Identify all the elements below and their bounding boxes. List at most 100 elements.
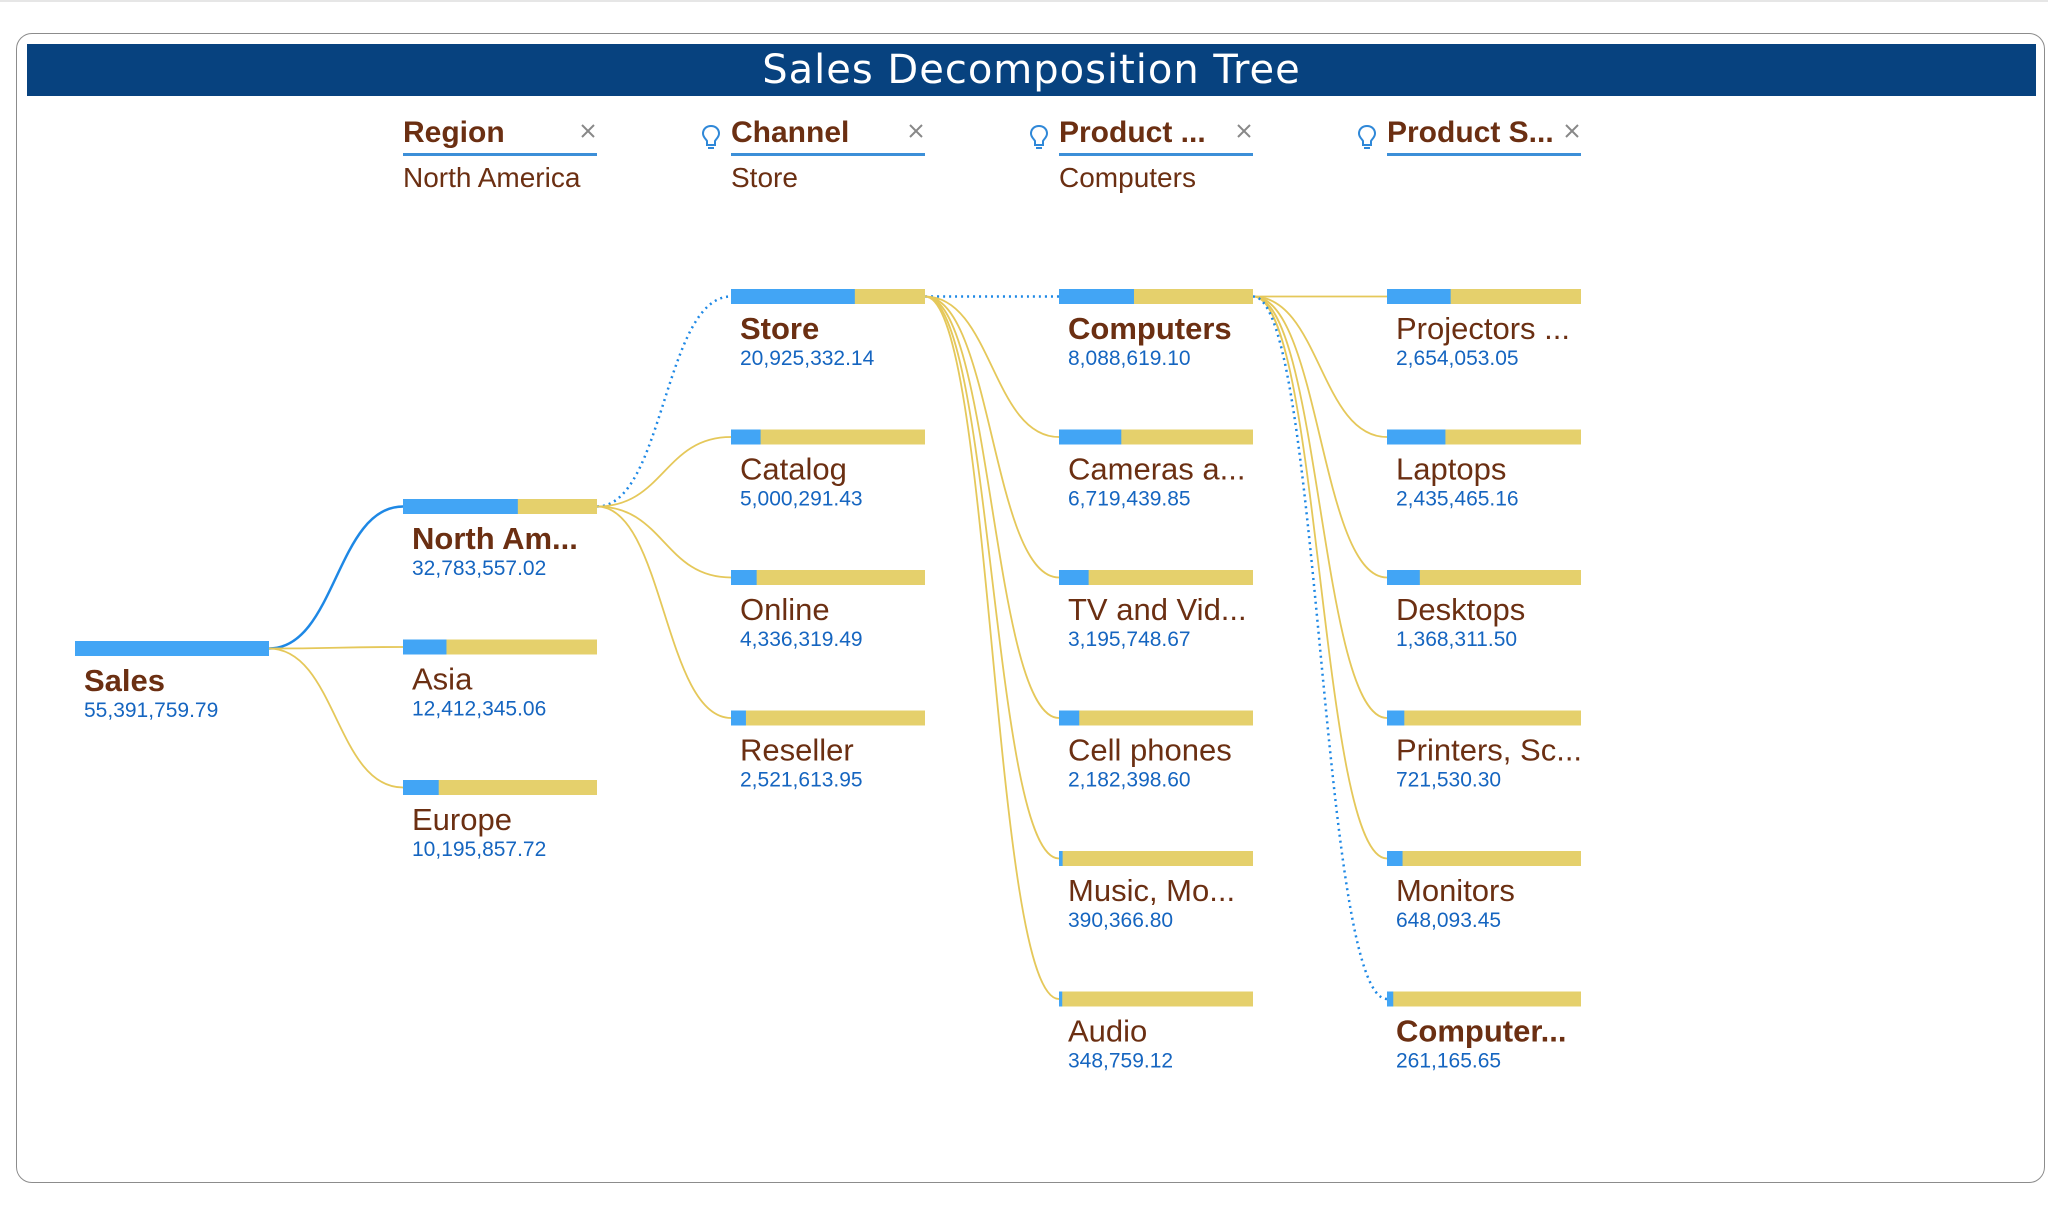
bar-remainder xyxy=(731,570,925,585)
node-value: 721,530.30 xyxy=(1396,769,1501,792)
bar-fill xyxy=(1387,570,1420,585)
node-value: 12,412,345.06 xyxy=(412,698,546,721)
lightbulb-icon xyxy=(701,124,721,149)
node-value: 32,783,557.02 xyxy=(412,557,546,580)
node-label: Store xyxy=(740,311,819,346)
link xyxy=(1252,295,1388,438)
node-label: Computer... xyxy=(1396,1014,1567,1049)
bar-remainder xyxy=(403,780,597,795)
bar-fill xyxy=(403,499,518,514)
column-header-label: Product S... xyxy=(1387,116,1554,149)
node-value: 1,368,311.50 xyxy=(1396,628,1517,651)
node-value: 348,759.12 xyxy=(1068,1050,1173,1073)
column-header-label: Region xyxy=(403,116,505,149)
bar-remainder xyxy=(1387,851,1581,866)
node-2-2[interactable]: TV and Vid...3,195,748.67 xyxy=(1059,570,1253,651)
lightbulb-icon xyxy=(1357,124,1377,149)
bar-fill xyxy=(1387,991,1394,1007)
node-label: Reseller xyxy=(740,733,854,768)
node-label: Sales xyxy=(84,663,165,698)
node-label: Monitors xyxy=(1396,873,1515,908)
node-value: 648,093.45 xyxy=(1396,909,1501,932)
close-icon[interactable] xyxy=(579,122,597,140)
node-value: 3,195,748.67 xyxy=(1068,628,1191,651)
node-value: 10,195,857.72 xyxy=(412,838,546,861)
bar-remainder xyxy=(731,429,925,445)
node-value: 2,435,465.16 xyxy=(1396,488,1519,511)
bar-remainder xyxy=(731,710,925,726)
node-label: Printers, Sc... xyxy=(1396,733,1582,768)
node-value: 2,654,053.05 xyxy=(1396,347,1519,370)
node-3-3[interactable]: Printers, Sc...721,530.30 xyxy=(1387,710,1582,792)
node-value: 2,182,398.60 xyxy=(1068,769,1191,792)
column-header-channel[interactable]: Channel xyxy=(731,112,925,156)
visual-frame xyxy=(16,33,2045,1183)
column-header-product-subcategory[interactable]: Product S... xyxy=(1387,112,1581,156)
node-label: Asia xyxy=(412,662,473,697)
bar-fill xyxy=(1059,851,1063,866)
link xyxy=(924,295,1060,860)
link xyxy=(1252,295,1388,579)
node-label: Desktops xyxy=(1396,592,1525,627)
column-header-underline xyxy=(731,153,925,156)
node-label: Music, Mo... xyxy=(1068,873,1235,908)
column-header-region[interactable]: Region xyxy=(403,112,597,156)
active-link xyxy=(1252,295,1388,1001)
node-label: TV and Vid... xyxy=(1068,592,1247,627)
node-0-0[interactable]: North Am...32,783,557.02 xyxy=(403,499,597,580)
link xyxy=(924,295,1060,579)
bar-fill xyxy=(1059,991,1063,1007)
node-value: 8,088,619.10 xyxy=(1068,347,1191,370)
column-selected-value: Computers xyxy=(1059,162,1196,193)
bar-fill xyxy=(1059,289,1134,304)
node-value: 6,719,439.85 xyxy=(1068,488,1191,511)
bar-fill xyxy=(731,570,757,585)
bar-remainder xyxy=(403,639,597,655)
link xyxy=(924,295,1060,438)
active-link xyxy=(268,505,404,650)
bar-fill xyxy=(1059,710,1080,726)
node-value: 4,336,319.49 xyxy=(740,628,863,651)
bar-fill xyxy=(731,429,761,445)
bar-fill xyxy=(1059,429,1122,445)
node-value: 261,165.65 xyxy=(1396,1050,1501,1073)
bar-remainder xyxy=(1059,991,1253,1007)
bar-remainder xyxy=(1387,570,1581,585)
close-icon[interactable] xyxy=(1235,122,1253,140)
page-top-divider xyxy=(0,0,2048,2)
node-value: 2,521,613.95 xyxy=(740,769,863,792)
column-header-product-category[interactable]: Product ... xyxy=(1059,112,1253,156)
close-icon[interactable] xyxy=(1563,122,1581,140)
node-value: 390,366.80 xyxy=(1068,909,1173,932)
column-header-underline xyxy=(1387,153,1581,156)
node-value: 55,391,759.79 xyxy=(84,699,218,722)
close-icon[interactable] xyxy=(907,122,925,140)
bar-remainder xyxy=(1059,851,1253,866)
bar-fill xyxy=(731,289,855,304)
link xyxy=(596,505,732,579)
node-3-5[interactable]: Computer...261,165.65 xyxy=(1387,991,1581,1073)
node-2-1[interactable]: Cameras a...6,719,439.85 xyxy=(1059,429,1253,511)
link xyxy=(924,295,1060,1000)
lightbulb-icon xyxy=(1029,124,1049,149)
column-header-label: Product ... xyxy=(1059,116,1206,149)
bar-fill xyxy=(1387,851,1403,866)
node-label: Europe xyxy=(412,802,512,837)
node-2-4[interactable]: Music, Mo...390,366.80 xyxy=(1059,851,1253,932)
node-3-0[interactable]: Projectors ...2,654,053.05 xyxy=(1387,289,1581,370)
link xyxy=(924,295,1060,719)
bar-fill xyxy=(1059,570,1089,585)
